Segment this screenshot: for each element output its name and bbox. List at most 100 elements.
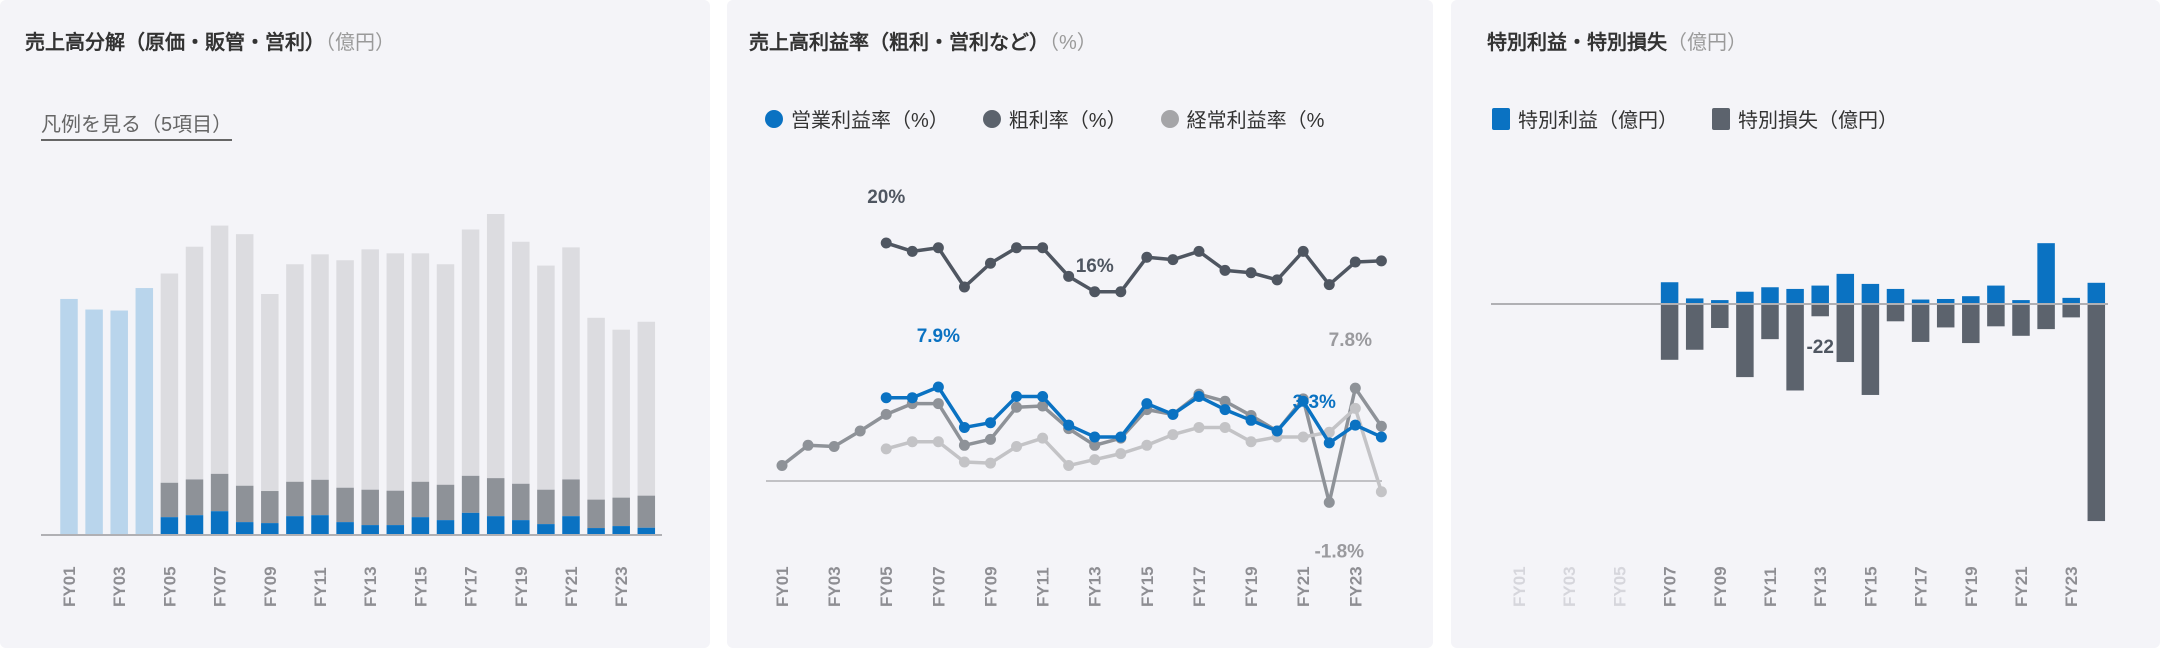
point-operating <box>1375 431 1387 443</box>
point-gross <box>984 257 996 269</box>
x-tick-label: FY19 <box>1962 566 1981 607</box>
title-unit: （億円） <box>1667 32 1747 54</box>
point-fourth <box>932 436 944 448</box>
point-fourth <box>958 456 970 468</box>
point-fourth <box>906 436 918 448</box>
extraordinary-gain-bar <box>2012 300 2030 304</box>
point-fourth <box>1011 440 1023 452</box>
x-tick-label: FY03 <box>825 566 844 607</box>
point-gross <box>1037 242 1049 254</box>
legend-item-extraordinary-loss[interactable]: 特別損失（億円） <box>1712 104 1898 133</box>
legend-item-gross-margin[interactable]: 粗利率（%） <box>982 104 1127 133</box>
operating-profit-bar <box>336 522 354 535</box>
point-operating <box>1037 391 1049 403</box>
data-label: 7.9% <box>917 326 960 347</box>
cost-of-sales-bar <box>160 273 179 483</box>
point-fourth <box>1245 436 1257 448</box>
extraordinary-loss-bar <box>1962 304 1980 344</box>
legend-square-icon <box>1492 107 1510 130</box>
point-fourth <box>880 443 892 455</box>
extraordinary-loss-bar <box>1711 304 1729 328</box>
extraordinary-loss-bar <box>1786 304 1804 391</box>
x-tick-label: FY17 <box>462 566 481 607</box>
x-tick-label: FY15 <box>411 566 430 607</box>
operating-profit-bar <box>512 520 530 535</box>
point-operating <box>984 417 996 429</box>
point-gross <box>932 242 944 254</box>
x-tick-label: FY11 <box>311 567 330 607</box>
point-fourth <box>1193 421 1205 433</box>
operating-profit-bar <box>235 522 254 535</box>
legend-item-extraordinary-gain[interactable]: 特別利益（億円） <box>1492 104 1678 133</box>
legend-item-operating-margin[interactable]: 営業利益率（%） <box>765 104 949 133</box>
point-gross <box>880 237 892 249</box>
cost-of-sales-bar <box>612 329 630 498</box>
extraordinary-loss-bar <box>1886 304 1905 322</box>
sga-bar <box>637 495 656 528</box>
operating-profit-bar <box>637 527 656 535</box>
point-operating <box>1167 408 1179 420</box>
point-ordinary <box>776 460 788 472</box>
title-text: 売上高分解（原価・販管・営利） <box>25 32 325 54</box>
operating-profit-bar <box>461 512 480 535</box>
extraordinary-loss-bar <box>2087 304 2106 522</box>
point-gross <box>1375 255 1387 267</box>
legend-dot-icon <box>1160 109 1179 128</box>
point-ordinary <box>1375 420 1387 432</box>
x-tick-label: FY11 <box>1034 567 1053 607</box>
panel-title: 売上高分解（原価・販管・営利）（億円） <box>25 26 395 55</box>
point-operating <box>1349 419 1361 431</box>
operating-profit-bar <box>436 520 455 535</box>
sga-bar <box>286 481 304 517</box>
sga-bar <box>411 481 430 518</box>
point-gross <box>1167 254 1179 266</box>
legend-label: 特別損失（億円） <box>1738 110 1898 132</box>
line-gross <box>885 241 1382 294</box>
cost-of-sales-bar <box>235 234 254 486</box>
sga-bar <box>336 487 354 523</box>
cost-of-sales-bar <box>261 293 279 492</box>
point-fourth <box>1141 439 1153 451</box>
extraordinary-gain-bar <box>1911 299 1930 304</box>
extraordinary-loss-bar <box>1685 304 1704 350</box>
title-text: 特別利益・特別損失 <box>1487 32 1667 54</box>
point-gross <box>958 281 970 293</box>
sga-bar <box>361 489 379 526</box>
x-tick-label: FY17 <box>1190 566 1209 607</box>
point-operating <box>1141 398 1153 410</box>
x-tick-label: FY09 <box>261 566 280 607</box>
cost-of-sales-bar <box>512 241 530 484</box>
data-label: -22 <box>1806 337 1833 358</box>
sga-bar <box>160 482 179 518</box>
point-ordinary <box>984 433 996 445</box>
point-fourth <box>1219 421 1231 433</box>
extraordinary-gain-bar <box>1685 298 1704 304</box>
point-operating <box>1193 391 1205 403</box>
operating-profit-bar <box>185 515 204 535</box>
extraordinary-gain-bar <box>1962 296 1980 304</box>
show-legend-link[interactable]: 凡例を見る（5項目） <box>41 108 233 141</box>
cost-of-sales-bar <box>461 229 480 476</box>
cost-of-sales-bar <box>386 253 405 491</box>
legend-item-ordinary-margin[interactable]: 経常利益率（% <box>1160 104 1324 133</box>
point-fourth <box>1063 460 1075 472</box>
point-gross <box>1271 274 1283 286</box>
operating-profit-bar <box>562 516 580 535</box>
extraordinary-loss-bar <box>2062 304 2080 318</box>
operating-profit-bar <box>261 523 279 535</box>
point-gross <box>1063 270 1075 282</box>
sga-bar <box>235 485 254 523</box>
legend-label: 粗利率（%） <box>1008 110 1127 132</box>
sga-bar <box>210 473 229 512</box>
operating-profit-bar <box>612 526 630 535</box>
point-operating <box>1089 431 1101 443</box>
extraordinary-gain-bar <box>2062 297 2080 304</box>
operating-profit-bar <box>160 517 179 535</box>
line-ordinary <box>780 386 1383 505</box>
title-text: 売上高利益率（粗利・営利など） <box>749 32 1049 54</box>
extraordinary-gain-bar <box>1987 285 2005 304</box>
panel-title: 特別利益・特別損失（億円） <box>1487 26 1747 55</box>
operating-profit-bar <box>361 525 379 535</box>
point-gross <box>1141 251 1153 263</box>
